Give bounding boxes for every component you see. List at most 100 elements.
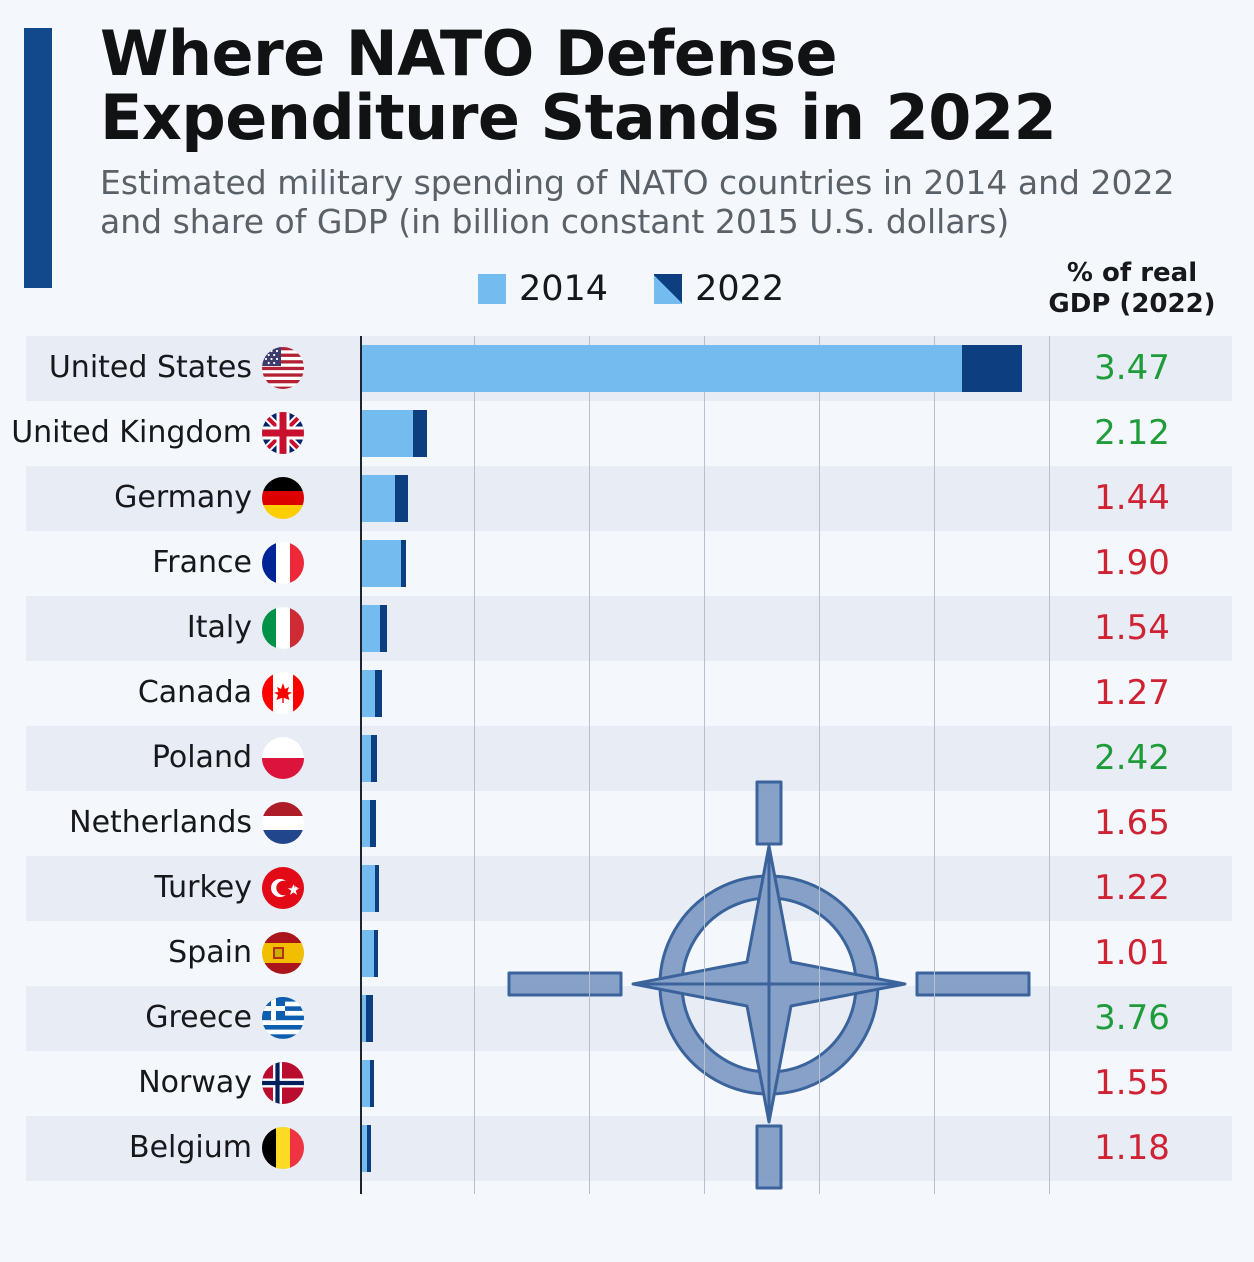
bar-2022[interactable] bbox=[962, 344, 1022, 392]
country-name: Greece bbox=[145, 1000, 252, 1036]
flag-no-icon bbox=[262, 1062, 304, 1105]
bar-2014[interactable] bbox=[362, 929, 375, 977]
chart-row[interactable]: United Kingdom 2.12 bbox=[0, 401, 1254, 466]
bar-2022[interactable] bbox=[374, 929, 378, 977]
chart-rows: United States 3.47 United Kingdom 2.12 Germa… bbox=[0, 336, 1254, 1181]
chart-row[interactable]: Netherlands 1.65 bbox=[0, 791, 1254, 856]
chart-row[interactable]: Turkey 1.22 bbox=[0, 856, 1254, 921]
bar-2014[interactable] bbox=[362, 994, 366, 1042]
chart-row[interactable]: Poland 2.42 bbox=[0, 726, 1254, 791]
gdp-column-header-line2: GDP (2022) bbox=[1048, 289, 1216, 320]
chart-row[interactable]: United States 3.47 bbox=[0, 336, 1254, 401]
flag-nl-icon bbox=[262, 802, 304, 845]
chart-row[interactable]: Germany 1.44 bbox=[0, 466, 1254, 531]
bar-2022[interactable] bbox=[401, 539, 406, 587]
row-label: Netherlands bbox=[69, 791, 304, 856]
row-label: Canada bbox=[138, 661, 304, 726]
country-name: Belgium bbox=[129, 1130, 252, 1166]
page-header: Where NATO Defense Expenditure Stands in… bbox=[0, 0, 1254, 288]
gdp-value: 3.47 bbox=[1094, 348, 1170, 389]
row-label: United States bbox=[49, 336, 304, 401]
bar-2014[interactable] bbox=[362, 344, 962, 392]
row-label: Germany bbox=[114, 466, 304, 531]
chart-row[interactable]: Greece 3.76 bbox=[0, 986, 1254, 1051]
flag-gr-icon bbox=[262, 997, 304, 1040]
bar-2022[interactable] bbox=[375, 669, 382, 717]
row-stripe bbox=[26, 595, 1232, 661]
flag-be-icon bbox=[262, 1127, 304, 1170]
flag-de-icon bbox=[262, 477, 304, 520]
bar-2014[interactable] bbox=[362, 864, 376, 912]
chart-row[interactable]: Norway 1.55 bbox=[0, 1051, 1254, 1116]
bar-chart: United States 3.47 United Kingdom 2.12 Germa… bbox=[0, 335, 1254, 1194]
bar-2014[interactable] bbox=[362, 409, 413, 457]
country-name: Germany bbox=[114, 480, 252, 516]
country-name: United Kingdom bbox=[11, 415, 252, 451]
row-stripes bbox=[26, 335, 1232, 1194]
gdp-value: 1.18 bbox=[1094, 1128, 1170, 1169]
row-label: United Kingdom bbox=[11, 401, 304, 466]
bar-2014[interactable] bbox=[362, 1059, 371, 1107]
country-name: Canada bbox=[137, 675, 252, 711]
flag-tr-icon bbox=[262, 867, 304, 910]
row-stripe bbox=[26, 1115, 1232, 1181]
chart-row[interactable]: France 1.90 bbox=[0, 531, 1254, 596]
bar-2014[interactable] bbox=[362, 604, 380, 652]
country-name: Poland bbox=[151, 740, 252, 776]
bar-2014[interactable] bbox=[362, 539, 401, 587]
gdp-column-header-line1: % of real bbox=[1066, 257, 1198, 288]
gdp-value: 1.90 bbox=[1094, 543, 1170, 584]
chart-row[interactable]: Italy 1.54 bbox=[0, 596, 1254, 661]
chart-row[interactable]: Canada 1.27 bbox=[0, 661, 1254, 726]
page-title: Where NATO Defense Expenditure Stands in… bbox=[100, 17, 1057, 154]
flag-us-icon bbox=[262, 347, 304, 390]
country-name: Turkey bbox=[154, 870, 252, 906]
gdp-value: 3.76 bbox=[1094, 998, 1170, 1039]
gdp-value: 1.01 bbox=[1094, 933, 1170, 974]
row-label: Belgium bbox=[129, 1116, 304, 1181]
gdp-value: 2.42 bbox=[1094, 738, 1170, 779]
chart-row[interactable]: Spain 1.01 bbox=[0, 921, 1254, 986]
bar-2022[interactable] bbox=[367, 1124, 371, 1172]
chart-row[interactable]: Belgium 1.18 bbox=[0, 1116, 1254, 1181]
gdp-value: 1.65 bbox=[1094, 803, 1170, 844]
gdp-value: 2.12 bbox=[1094, 413, 1170, 454]
legend-item-2022[interactable]: 2022 bbox=[654, 268, 785, 309]
bar-2014[interactable] bbox=[362, 1124, 368, 1172]
legend: 2014 2022 bbox=[478, 268, 785, 309]
bar-2022[interactable] bbox=[366, 994, 373, 1042]
gdp-value: 1.55 bbox=[1094, 1063, 1170, 1104]
flag-it-icon bbox=[262, 607, 304, 650]
row-stripe bbox=[26, 465, 1232, 531]
flag-ca-icon bbox=[262, 672, 304, 715]
row-label: France bbox=[152, 531, 304, 596]
bar-2014[interactable] bbox=[362, 734, 371, 782]
legend-item-2014[interactable]: 2014 bbox=[478, 271, 608, 307]
row-label: Italy bbox=[187, 596, 304, 661]
gdp-value: 1.22 bbox=[1094, 868, 1170, 909]
flag-gb-icon bbox=[262, 412, 304, 454]
gdp-column-header: % of real GDP (2022) bbox=[1032, 258, 1232, 321]
flag-es-icon bbox=[262, 932, 304, 975]
legend-swatch-2022-icon bbox=[654, 274, 683, 305]
bar-2022[interactable] bbox=[395, 474, 408, 522]
page-subtitle: Estimated military spending of NATO coun… bbox=[100, 162, 1175, 241]
bar-2022[interactable] bbox=[370, 799, 376, 847]
gdp-value: 1.44 bbox=[1094, 478, 1170, 519]
bar-2014[interactable] bbox=[362, 669, 375, 717]
bar-2022[interactable] bbox=[375, 864, 379, 912]
bar-2022[interactable] bbox=[370, 1059, 374, 1107]
country-name: Netherlands bbox=[69, 805, 252, 841]
country-name: United States bbox=[48, 350, 252, 386]
flag-fr-icon bbox=[262, 542, 304, 585]
bar-2022[interactable] bbox=[371, 734, 377, 782]
flag-pl-icon bbox=[262, 737, 304, 780]
legend-swatch-2014-icon bbox=[478, 274, 506, 305]
bar-2022[interactable] bbox=[380, 604, 387, 652]
bar-2022[interactable] bbox=[413, 409, 427, 457]
gdp-value: 1.54 bbox=[1094, 608, 1170, 649]
legend-label-2022: 2022 bbox=[695, 268, 785, 309]
bar-2014[interactable] bbox=[362, 799, 370, 847]
bar-2014[interactable] bbox=[362, 474, 395, 522]
row-stripe bbox=[26, 725, 1232, 791]
